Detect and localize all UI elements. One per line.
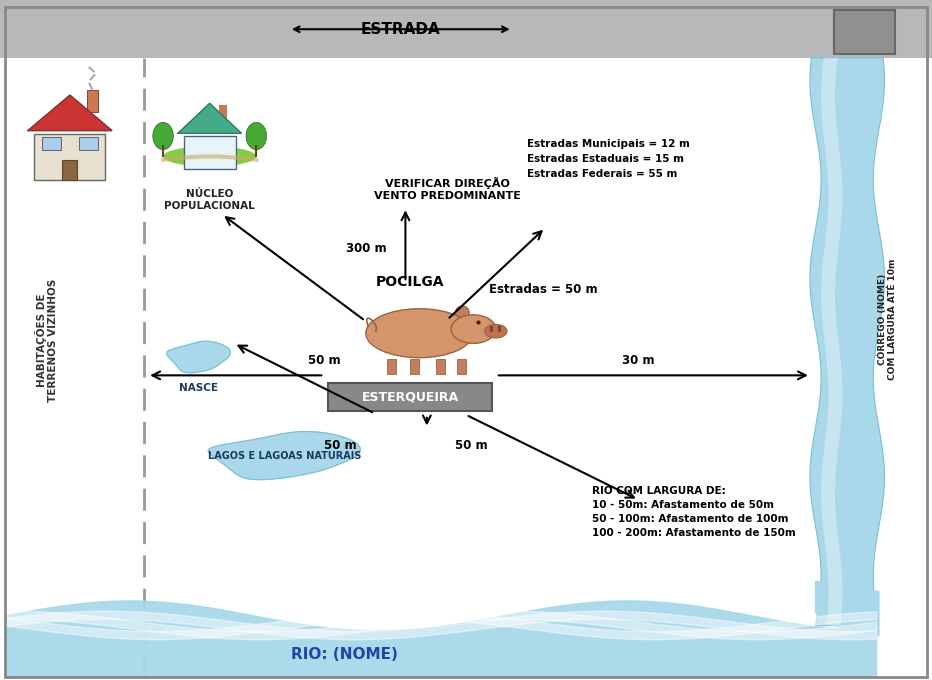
Bar — [436, 359, 445, 374]
Ellipse shape — [485, 324, 507, 338]
Text: 50 m: 50 m — [308, 354, 341, 367]
Bar — [62, 160, 77, 180]
Ellipse shape — [366, 309, 473, 358]
Polygon shape — [208, 432, 361, 479]
Bar — [42, 137, 61, 150]
Text: Estradas = 50 m: Estradas = 50 m — [489, 282, 598, 296]
Bar — [219, 105, 227, 122]
Text: ESTERQUEIRA: ESTERQUEIRA — [362, 390, 459, 404]
Polygon shape — [821, 58, 843, 626]
Text: RIO COM LARGURA DE:
10 - 50m: Afastamento de 50m
50 - 100m: Afastamento de 100m
: RIO COM LARGURA DE: 10 - 50m: Afastament… — [592, 486, 796, 538]
Bar — [834, 10, 895, 54]
Text: 30 m: 30 m — [623, 354, 654, 367]
Bar — [184, 136, 236, 169]
Text: 300 m: 300 m — [346, 241, 387, 255]
Bar — [79, 137, 98, 150]
Ellipse shape — [246, 122, 267, 150]
Text: Estradas Municipais = 12 m
Estradas Estaduais = 15 m
Estradas Federais = 55 m: Estradas Municipais = 12 m Estradas Esta… — [527, 139, 690, 179]
Bar — [0, 0, 932, 58]
Polygon shape — [167, 341, 230, 373]
Text: RIO: (NOME): RIO: (NOME) — [292, 647, 398, 662]
Text: NÚCLEO
POPULACIONAL: NÚCLEO POPULACIONAL — [164, 189, 255, 211]
Text: CÓRREGO (NOME)
COM LARGURA ATÉ 10m: CÓRREGO (NOME) COM LARGURA ATÉ 10m — [877, 259, 898, 380]
Text: NASCE: NASCE — [179, 383, 218, 393]
Bar — [87, 90, 98, 112]
Polygon shape — [178, 103, 241, 133]
Bar — [387, 359, 396, 374]
Ellipse shape — [451, 315, 496, 343]
Bar — [457, 359, 466, 374]
Ellipse shape — [163, 146, 256, 167]
Polygon shape — [28, 95, 112, 131]
Text: HABITAÇÕES DE
TERRENOS VIZINHOS: HABITAÇÕES DE TERRENOS VIZINHOS — [34, 278, 59, 402]
Bar — [328, 383, 492, 411]
Bar — [34, 134, 105, 180]
Ellipse shape — [153, 122, 173, 150]
Text: 50 m: 50 m — [455, 439, 487, 452]
Polygon shape — [810, 58, 884, 626]
Text: LAGOS E LAGOAS NATURAIS: LAGOS E LAGOAS NATURAIS — [208, 451, 361, 460]
Text: VERIFICAR DIREÇÃO
VENTO PREDOMINANTE: VERIFICAR DIREÇÃO VENTO PREDOMINANTE — [374, 177, 521, 201]
Text: POCILGA: POCILGA — [376, 275, 445, 289]
Text: 50 m: 50 m — [323, 439, 357, 452]
Ellipse shape — [455, 306, 469, 320]
Polygon shape — [816, 581, 879, 636]
Text: ESTRADA: ESTRADA — [361, 22, 441, 37]
Bar — [410, 359, 419, 374]
